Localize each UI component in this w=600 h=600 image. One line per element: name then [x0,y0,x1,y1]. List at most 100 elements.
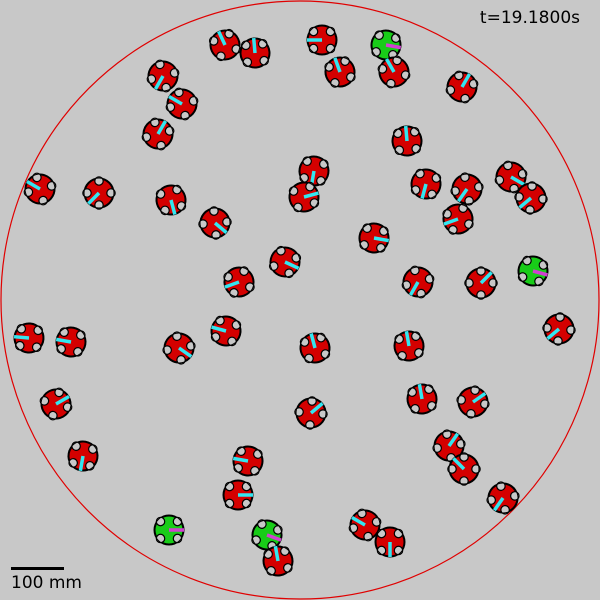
robot-notch [172,516,183,527]
robot-red [447,452,481,486]
robot-red [445,70,479,104]
robot-heading-indicator [303,191,319,199]
robot-heading-indicator [447,432,460,448]
robot-heading-indicator [284,260,300,270]
robot-outline [166,88,198,120]
robot-heading-indicator [532,269,548,277]
simulation-time: t=19.1800s [479,8,580,28]
robot-heading-indicator [385,43,402,50]
robot-heading-indicator [156,120,168,135]
robot-notch [241,481,252,492]
robot-heading-indicator [309,333,317,349]
robot-green [251,519,283,551]
robot-heading-indicator [211,325,227,333]
robot-red [442,203,474,235]
robot-notch [308,43,319,54]
robot-heading-indicator [384,58,396,73]
robot-notch [224,481,235,492]
robot-green [517,255,549,287]
robot-red [410,168,442,200]
robot-outline [210,315,242,347]
robot-red [391,125,423,157]
scale-bar [11,567,64,570]
robot-heading-indicator [546,327,561,340]
robot-outline [442,203,474,235]
robot-heading-indicator [479,271,493,285]
robot-green [370,29,402,61]
robot-notch [155,516,166,527]
robot-outline [370,29,402,61]
robot-heading-indicator [168,94,183,106]
robot-heading-indicator [213,221,228,234]
robot-green [153,514,185,546]
robot-heading-indicator [224,280,240,289]
robot-red [162,331,196,365]
robot-heading-indicator [471,391,487,404]
robot-red [67,440,99,472]
robot-red [432,429,466,463]
robot-outline [239,37,271,69]
robot-heading-indicator [26,179,41,191]
robot-red [208,28,242,62]
robot-notch [376,528,387,539]
robot-outline [299,332,331,364]
robot-heading-indicator [420,183,428,199]
robot-heading-indicator [266,533,282,542]
robot-outline [251,519,283,551]
robot-notch [325,43,336,54]
robot-red [377,55,411,89]
robot-heading-indicator [309,402,324,415]
robot-outline [13,322,45,354]
robot-outline [155,184,187,216]
robot-red [324,56,356,88]
robot-outline [288,181,320,213]
robot-red [210,315,242,347]
robot-outline [55,326,87,358]
robot-heading-indicator [87,191,101,205]
robot-red [165,87,199,121]
robot-heading-indicator [403,125,409,142]
robot-heading-indicator [55,337,72,344]
robot-red [262,545,294,577]
robot-heading-indicator [510,175,525,187]
robot-heading-indicator [460,73,472,88]
robot-notch [376,545,387,556]
robot-notch [393,545,404,556]
robot-heading-indicator [373,236,390,243]
robot-red [486,481,520,515]
robot-outline [209,29,241,61]
robot-outline [324,56,356,88]
robot-heading-indicator [456,187,469,203]
robot-heading-indicator [78,455,85,472]
robot-red [406,383,438,415]
robot-heading-indicator [217,30,227,46]
robot-heading-indicator [492,496,505,512]
robot-notch [393,528,404,539]
robot-heading-indicator [417,383,424,400]
robot-red [223,266,255,298]
robot-red [358,222,390,254]
robot-body [450,455,478,483]
robot-red [239,37,271,69]
robot-heading-indicator [518,196,533,209]
robot-red [393,330,425,362]
robot-red [146,59,180,93]
robot-red [23,172,57,206]
robot-red [306,24,338,56]
robot-outline [358,222,390,254]
robot-red [542,312,576,346]
robot-heading-indicator [177,346,193,359]
robot-red [348,508,382,542]
robot-red [232,445,264,477]
robot-outline [402,266,434,298]
robot-heading-indicator [251,37,257,54]
robot-red [450,172,484,206]
robot-red [155,184,187,216]
robot-outline [457,386,489,418]
robot-red [288,181,320,213]
robot-notch [224,498,235,509]
robot-notch [172,533,183,544]
robot-red [222,479,254,511]
